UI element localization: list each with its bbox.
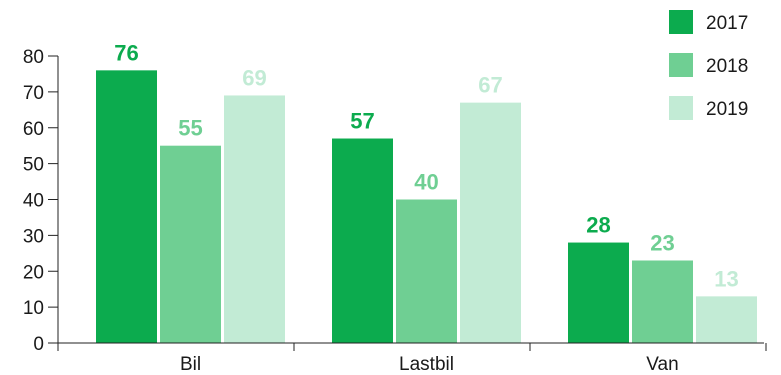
y-tick-label: 0 (33, 334, 44, 355)
y-tick-label: 30 (23, 226, 44, 247)
bar (696, 296, 757, 343)
data-label: 57 (350, 109, 374, 134)
legend: 2017 2018 2019 (669, 10, 748, 120)
legend-label: 2019 (706, 99, 748, 120)
legend-swatch (669, 96, 693, 120)
x-category-label: Lastbil (399, 354, 454, 375)
data-label: 67 (478, 73, 502, 98)
bar (160, 145, 221, 343)
x-category-label: Van (646, 354, 678, 375)
bar (96, 70, 157, 343)
x-category-label: Bil (180, 354, 201, 375)
y-tick-label: 80 (23, 47, 44, 68)
bar (224, 95, 285, 344)
y-tick-label: 20 (23, 262, 44, 283)
bar (332, 138, 393, 343)
bar (396, 199, 457, 343)
legend-swatch (669, 10, 693, 34)
x-axis: Bil Lastbil Van (57, 342, 767, 375)
bar (632, 260, 693, 343)
data-label: 40 (414, 170, 438, 195)
y-tick-label: 10 (23, 298, 44, 319)
data-label: 13 (714, 266, 738, 291)
data-label: 28 (586, 213, 610, 238)
y-axis: 0 10 20 30 40 50 60 70 80 (23, 47, 59, 355)
bar (460, 102, 521, 343)
y-tick-label: 70 (23, 83, 44, 104)
legend-swatch (669, 53, 693, 77)
y-tick-label: 40 (23, 191, 44, 212)
data-label: 23 (650, 230, 674, 255)
y-tick-label: 50 (23, 155, 44, 176)
data-label: 76 (114, 40, 138, 65)
data-label: 55 (178, 116, 202, 141)
data-label: 69 (242, 65, 266, 90)
legend-label: 2018 (706, 56, 748, 77)
y-tick-label: 60 (23, 119, 44, 140)
bars: 76 55 69 57 40 67 28 23 13 (96, 40, 757, 344)
legend-label: 2017 (706, 13, 748, 34)
bar (568, 242, 629, 343)
